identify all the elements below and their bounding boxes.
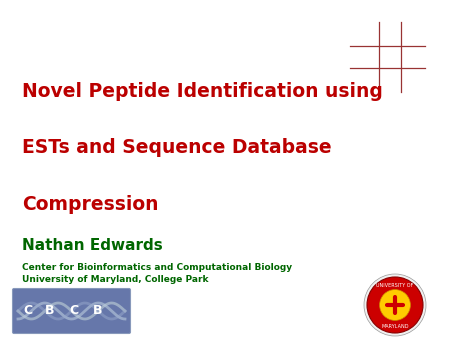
Text: C: C [69,305,79,317]
Circle shape [367,277,423,333]
Text: ESTs and Sequence Database: ESTs and Sequence Database [22,138,332,157]
Text: Compression: Compression [22,195,158,214]
Circle shape [380,290,410,320]
Circle shape [364,274,426,336]
Text: MARYLAND: MARYLAND [381,323,409,329]
Text: C: C [23,305,32,317]
Text: Novel Peptide Identification using: Novel Peptide Identification using [22,82,383,101]
Text: B: B [93,305,103,317]
Text: University of Maryland, College Park: University of Maryland, College Park [22,275,208,284]
FancyBboxPatch shape [13,289,130,334]
Text: Center for Bioinformatics and Computational Biology: Center for Bioinformatics and Computatio… [22,263,292,272]
Text: UNIVERSITY OF: UNIVERSITY OF [376,283,414,288]
Text: B: B [45,305,55,317]
Text: Nathan Edwards: Nathan Edwards [22,238,163,253]
